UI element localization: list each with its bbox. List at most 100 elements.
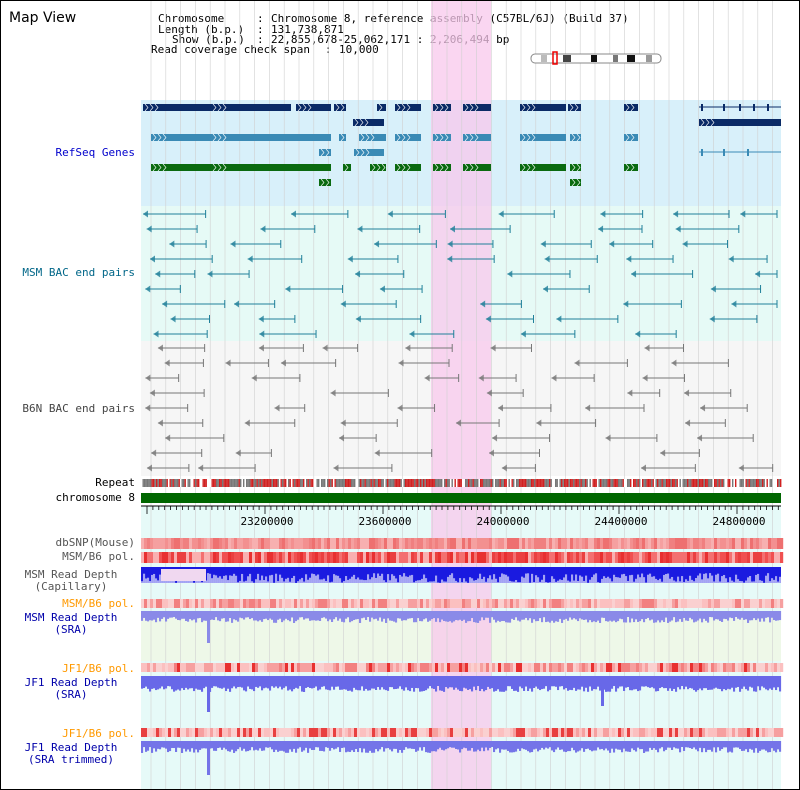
read-depth-bar bbox=[369, 676, 372, 691]
repeat-mark bbox=[213, 479, 215, 487]
polymorphism-cell bbox=[588, 538, 592, 549]
msm-read-depth-capillary-label[interactable]: MSM Read Depth (Capillary) bbox=[24, 568, 118, 593]
read-depth-bar bbox=[497, 676, 500, 690]
polymorphism-cell bbox=[678, 728, 682, 737]
depth-gap bbox=[595, 573, 598, 583]
read-depth-bar bbox=[317, 741, 320, 748]
jf1-read-depth-trimmed-label[interactable]: JF1 Read Depth (SRA trimmed) bbox=[24, 741, 118, 766]
depth-gap bbox=[535, 575, 538, 583]
polymorphism-cell bbox=[642, 728, 646, 737]
repeat-mark bbox=[145, 479, 147, 487]
polymorphism-cell bbox=[213, 599, 217, 608]
depth-gap bbox=[655, 578, 658, 583]
polymorphism-cell bbox=[591, 538, 595, 549]
read-depth-bar bbox=[551, 611, 554, 621]
bac-end-marker bbox=[157, 344, 163, 352]
read-depth-bar bbox=[309, 611, 312, 621]
msm-b6-pol-label[interactable]: MSM/B6 pol. bbox=[62, 550, 135, 563]
read-depth-bar bbox=[237, 741, 240, 750]
polymorphism-cell bbox=[369, 599, 373, 608]
depth-gap bbox=[259, 580, 262, 583]
read-depth-bar bbox=[269, 741, 272, 748]
polymorphism-cell bbox=[465, 728, 469, 737]
read-depth-bar bbox=[253, 611, 256, 621]
polymorphism-cell bbox=[279, 663, 283, 672]
polymorphism-cell bbox=[723, 599, 727, 608]
polymorphism-cell bbox=[717, 663, 721, 672]
msm-b6-pol-2-label[interactable]: MSM/B6 pol. bbox=[62, 597, 135, 610]
polymorphism-cell bbox=[318, 728, 322, 737]
read-depth-bar bbox=[419, 741, 422, 748]
read-depth-bar bbox=[651, 611, 654, 620]
polymorphism-cell bbox=[273, 599, 277, 608]
dbsnp-label[interactable]: dbSNP(Mouse) bbox=[55, 536, 135, 549]
read-depth-bar bbox=[365, 741, 368, 753]
depth-gap bbox=[497, 582, 500, 583]
read-depth-bar bbox=[191, 741, 194, 749]
depth-gap bbox=[627, 580, 630, 583]
polymorphism-cell bbox=[525, 728, 529, 737]
repeat-mark bbox=[618, 479, 620, 487]
polymorphism-cell bbox=[558, 599, 562, 608]
read-depth-bar bbox=[173, 611, 176, 618]
polymorphism-cell bbox=[360, 728, 364, 737]
jf1-read-depth-sra-label[interactable]: JF1 Read Depth (SRA) bbox=[24, 676, 118, 701]
polymorphism-cell bbox=[618, 552, 622, 563]
repeat-mark bbox=[438, 479, 440, 487]
polymorphism-cell bbox=[471, 538, 475, 549]
jf1-b6-pol-label[interactable]: JF1/B6 pol. bbox=[62, 662, 135, 675]
read-depth-bar bbox=[605, 676, 608, 692]
read-depth-bar bbox=[573, 676, 576, 688]
read-depth-bar bbox=[397, 611, 400, 619]
depth-gap bbox=[663, 574, 666, 583]
repeat-mark bbox=[150, 479, 152, 487]
repeat-mark bbox=[580, 479, 582, 487]
polymorphism-cell bbox=[201, 728, 205, 737]
polymorphism-cell bbox=[390, 599, 394, 608]
repeat-mark bbox=[219, 479, 221, 487]
repeat-mark bbox=[465, 479, 467, 487]
repeat-mark bbox=[366, 479, 368, 487]
read-depth-bar bbox=[147, 611, 150, 622]
repeat-mark bbox=[651, 479, 653, 487]
repeat-mark bbox=[661, 479, 663, 487]
read-depth-bar bbox=[405, 741, 408, 748]
polymorphism-cell bbox=[678, 599, 682, 608]
read-depth-bar bbox=[597, 611, 600, 621]
depth-gap bbox=[245, 580, 248, 583]
read-depth-bar bbox=[715, 611, 718, 620]
polymorphism-cell bbox=[420, 728, 424, 737]
read-depth-bar bbox=[361, 611, 364, 619]
read-depth-bar bbox=[545, 676, 548, 687]
jf1-b6-pol-2-label[interactable]: JF1/B6 pol. bbox=[62, 727, 135, 740]
read-depth-bar bbox=[563, 741, 566, 752]
msm-read-depth-sra-label[interactable]: MSM Read Depth (SRA) bbox=[24, 611, 118, 636]
polymorphism-cell bbox=[153, 728, 157, 737]
read-depth-bar bbox=[379, 676, 382, 690]
refseq-genes-label[interactable]: RefSeq Genes bbox=[55, 146, 135, 159]
gene-exon bbox=[747, 149, 749, 156]
b6n-bac-label[interactable]: B6N BAC end pairs bbox=[22, 402, 135, 415]
length-label: Length (b.p.) bbox=[158, 23, 245, 36]
read-depth-bar bbox=[719, 741, 722, 751]
read-depth-bar bbox=[315, 741, 318, 748]
repeat-mark bbox=[258, 479, 260, 487]
msm-bac-label[interactable]: MSM BAC end pairs bbox=[22, 266, 135, 279]
repeat-mark bbox=[421, 479, 423, 487]
depth-gap bbox=[231, 575, 234, 583]
read-depth-bar bbox=[779, 676, 782, 692]
polymorphism-cell bbox=[261, 552, 265, 563]
read-depth-bar bbox=[387, 611, 390, 619]
polymorphism-cell bbox=[504, 599, 508, 608]
depth-gap bbox=[559, 579, 562, 583]
read-depth-bar bbox=[263, 611, 266, 620]
polymorphism-cell bbox=[375, 728, 379, 737]
polymorphism-cell bbox=[216, 663, 220, 672]
polymorphism-cell bbox=[168, 728, 172, 737]
depth-gap bbox=[585, 575, 588, 583]
polymorphism-cell bbox=[300, 599, 304, 608]
repeat-mark bbox=[607, 479, 609, 487]
gene-block bbox=[433, 104, 451, 111]
read-depth-bar bbox=[435, 611, 438, 622]
